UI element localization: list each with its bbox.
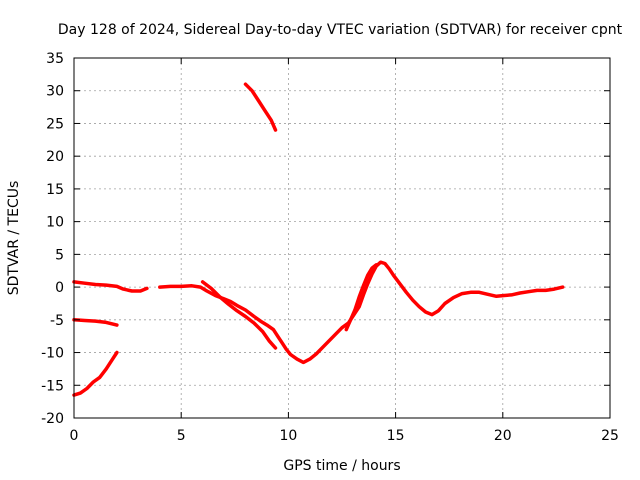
y-tick-label: 20	[46, 149, 64, 165]
grid-lines	[74, 58, 610, 418]
y-tick-label: 10	[46, 215, 64, 231]
y-tick-label: -10	[41, 346, 64, 362]
x-tick-label: 5	[177, 428, 186, 444]
y-axis-label: SDTVAR / TECUs	[6, 181, 22, 296]
axis-ticks: 0 5 10 15 20 25 -20 -15 -10 -5 0 5 10 15 20 25 30 35	[41, 51, 619, 444]
series-track-d	[158, 260, 565, 365]
y-tick-label: 35	[46, 51, 64, 67]
series-track-e	[200, 280, 278, 350]
x-tick-label: 20	[494, 428, 512, 444]
series-track-c	[72, 280, 149, 293]
x-tick-label: 10	[279, 428, 297, 444]
y-tick-label: 25	[46, 116, 64, 132]
y-tick-label: 15	[46, 182, 64, 198]
x-axis-label: GPS time / hours	[283, 458, 400, 474]
plot-frame	[73, 57, 611, 419]
series-track-f	[344, 263, 379, 332]
series-track-a	[72, 350, 119, 397]
chart-title: Day 128 of 2024, Sidereal Day-to-day VTE…	[58, 22, 623, 38]
y-tick-label: 0	[55, 280, 64, 296]
x-tick-label: 0	[70, 428, 79, 444]
y-tick-label: 5	[55, 247, 64, 263]
series-track-g	[243, 82, 278, 132]
y-tick-label: 30	[46, 84, 64, 100]
x-tick-label: 15	[387, 428, 405, 444]
y-tick-label: -5	[50, 313, 64, 329]
data-series-layer	[72, 82, 565, 397]
y-tick-label: -15	[41, 378, 64, 394]
x-tick-label: 25	[601, 428, 619, 444]
series-track-b	[72, 318, 119, 327]
y-tick-label: -20	[41, 411, 64, 427]
